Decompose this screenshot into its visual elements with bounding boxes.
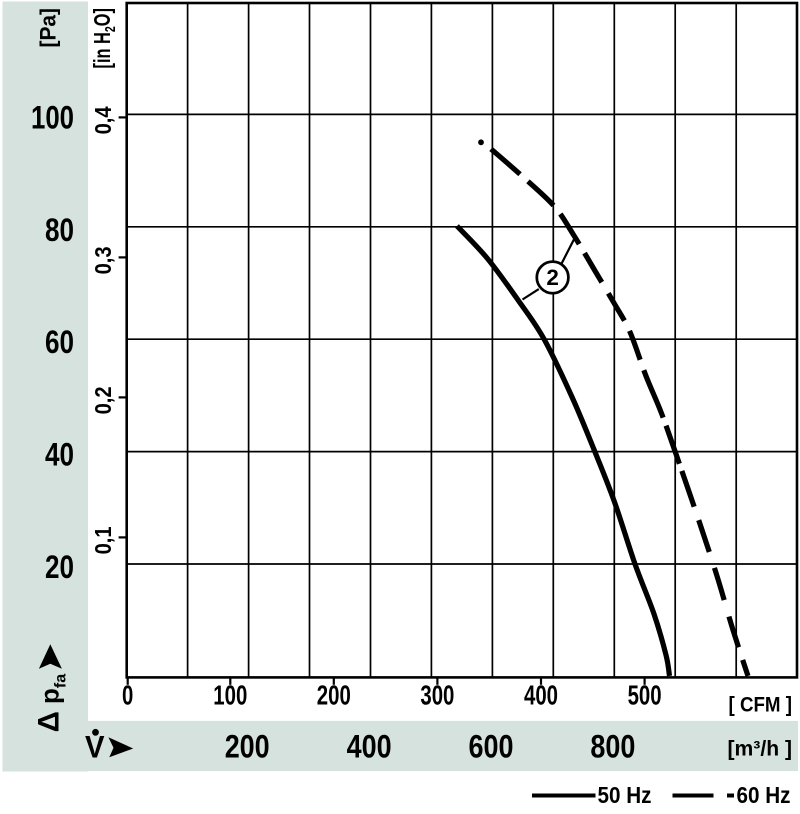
svg-text:50 Hz: 50 Hz bbox=[598, 782, 652, 808]
svg-text:20: 20 bbox=[45, 549, 74, 585]
svg-text:600: 600 bbox=[469, 729, 514, 765]
svg-text:0,4: 0,4 bbox=[90, 106, 116, 134]
svg-text:400: 400 bbox=[347, 729, 392, 765]
svg-text:80: 80 bbox=[45, 212, 74, 248]
svg-text:Δ pfa: Δ pfa bbox=[33, 674, 70, 733]
svg-text:200: 200 bbox=[317, 680, 351, 711]
svg-text:200: 200 bbox=[225, 729, 270, 765]
svg-text:0: 0 bbox=[122, 680, 133, 711]
svg-text:[ CFM ]: [ CFM ] bbox=[729, 694, 793, 717]
svg-text:60 Hz: 60 Hz bbox=[737, 782, 791, 808]
svg-text:60: 60 bbox=[45, 324, 74, 360]
svg-text:[Pa]: [Pa] bbox=[35, 8, 60, 48]
svg-text:800: 800 bbox=[590, 729, 635, 765]
svg-text:300: 300 bbox=[420, 680, 454, 711]
svg-text:2: 2 bbox=[546, 265, 559, 290]
svg-text:100: 100 bbox=[213, 680, 247, 711]
svg-text:V: V bbox=[85, 729, 105, 765]
svg-text:0,1: 0,1 bbox=[90, 526, 116, 554]
svg-text:40: 40 bbox=[45, 437, 74, 473]
svg-text:500: 500 bbox=[628, 680, 662, 711]
svg-text:[m³/h ]: [m³/h ] bbox=[728, 738, 793, 761]
svg-text:0,3: 0,3 bbox=[90, 246, 116, 274]
svg-text:400: 400 bbox=[524, 680, 558, 711]
svg-text:0,2: 0,2 bbox=[90, 386, 116, 414]
svg-text:[in H2O]: [in H2O] bbox=[89, 8, 119, 69]
svg-text:100: 100 bbox=[31, 99, 74, 135]
